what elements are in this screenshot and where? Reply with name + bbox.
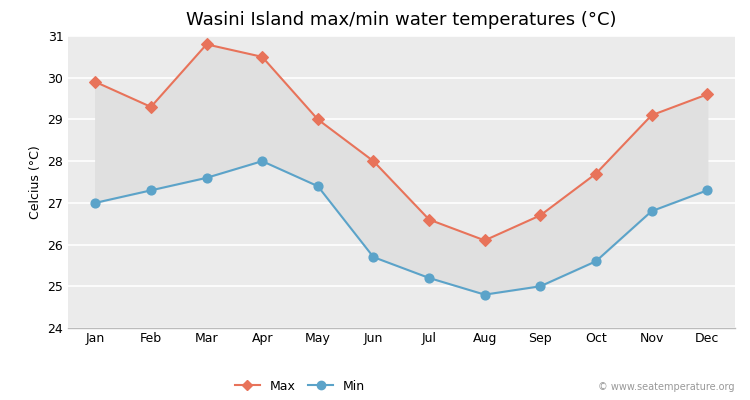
Point bbox=[646, 112, 658, 118]
Point bbox=[590, 170, 602, 177]
Point bbox=[368, 158, 380, 164]
Point bbox=[423, 216, 435, 223]
Legend: Max, Min: Max, Min bbox=[230, 375, 370, 398]
Point bbox=[200, 41, 212, 48]
Y-axis label: Celcius (°C): Celcius (°C) bbox=[29, 145, 42, 219]
Point bbox=[256, 54, 268, 60]
Point bbox=[256, 158, 268, 164]
Point bbox=[534, 212, 546, 218]
Point bbox=[145, 104, 157, 110]
Point bbox=[89, 200, 101, 206]
Point bbox=[534, 283, 546, 290]
Point bbox=[701, 187, 713, 194]
Point bbox=[145, 187, 157, 194]
Text: © www.seatemperature.org: © www.seatemperature.org bbox=[598, 382, 735, 392]
Point bbox=[368, 254, 380, 260]
Point bbox=[478, 292, 490, 298]
Point bbox=[590, 258, 602, 264]
Point bbox=[478, 237, 490, 244]
Point bbox=[646, 208, 658, 214]
Point bbox=[701, 91, 713, 98]
Point bbox=[89, 79, 101, 85]
Title: Wasini Island max/min water temperatures (°C): Wasini Island max/min water temperatures… bbox=[186, 11, 616, 29]
Point bbox=[200, 175, 212, 181]
Point bbox=[423, 275, 435, 281]
Point bbox=[312, 183, 324, 189]
Point bbox=[312, 116, 324, 123]
